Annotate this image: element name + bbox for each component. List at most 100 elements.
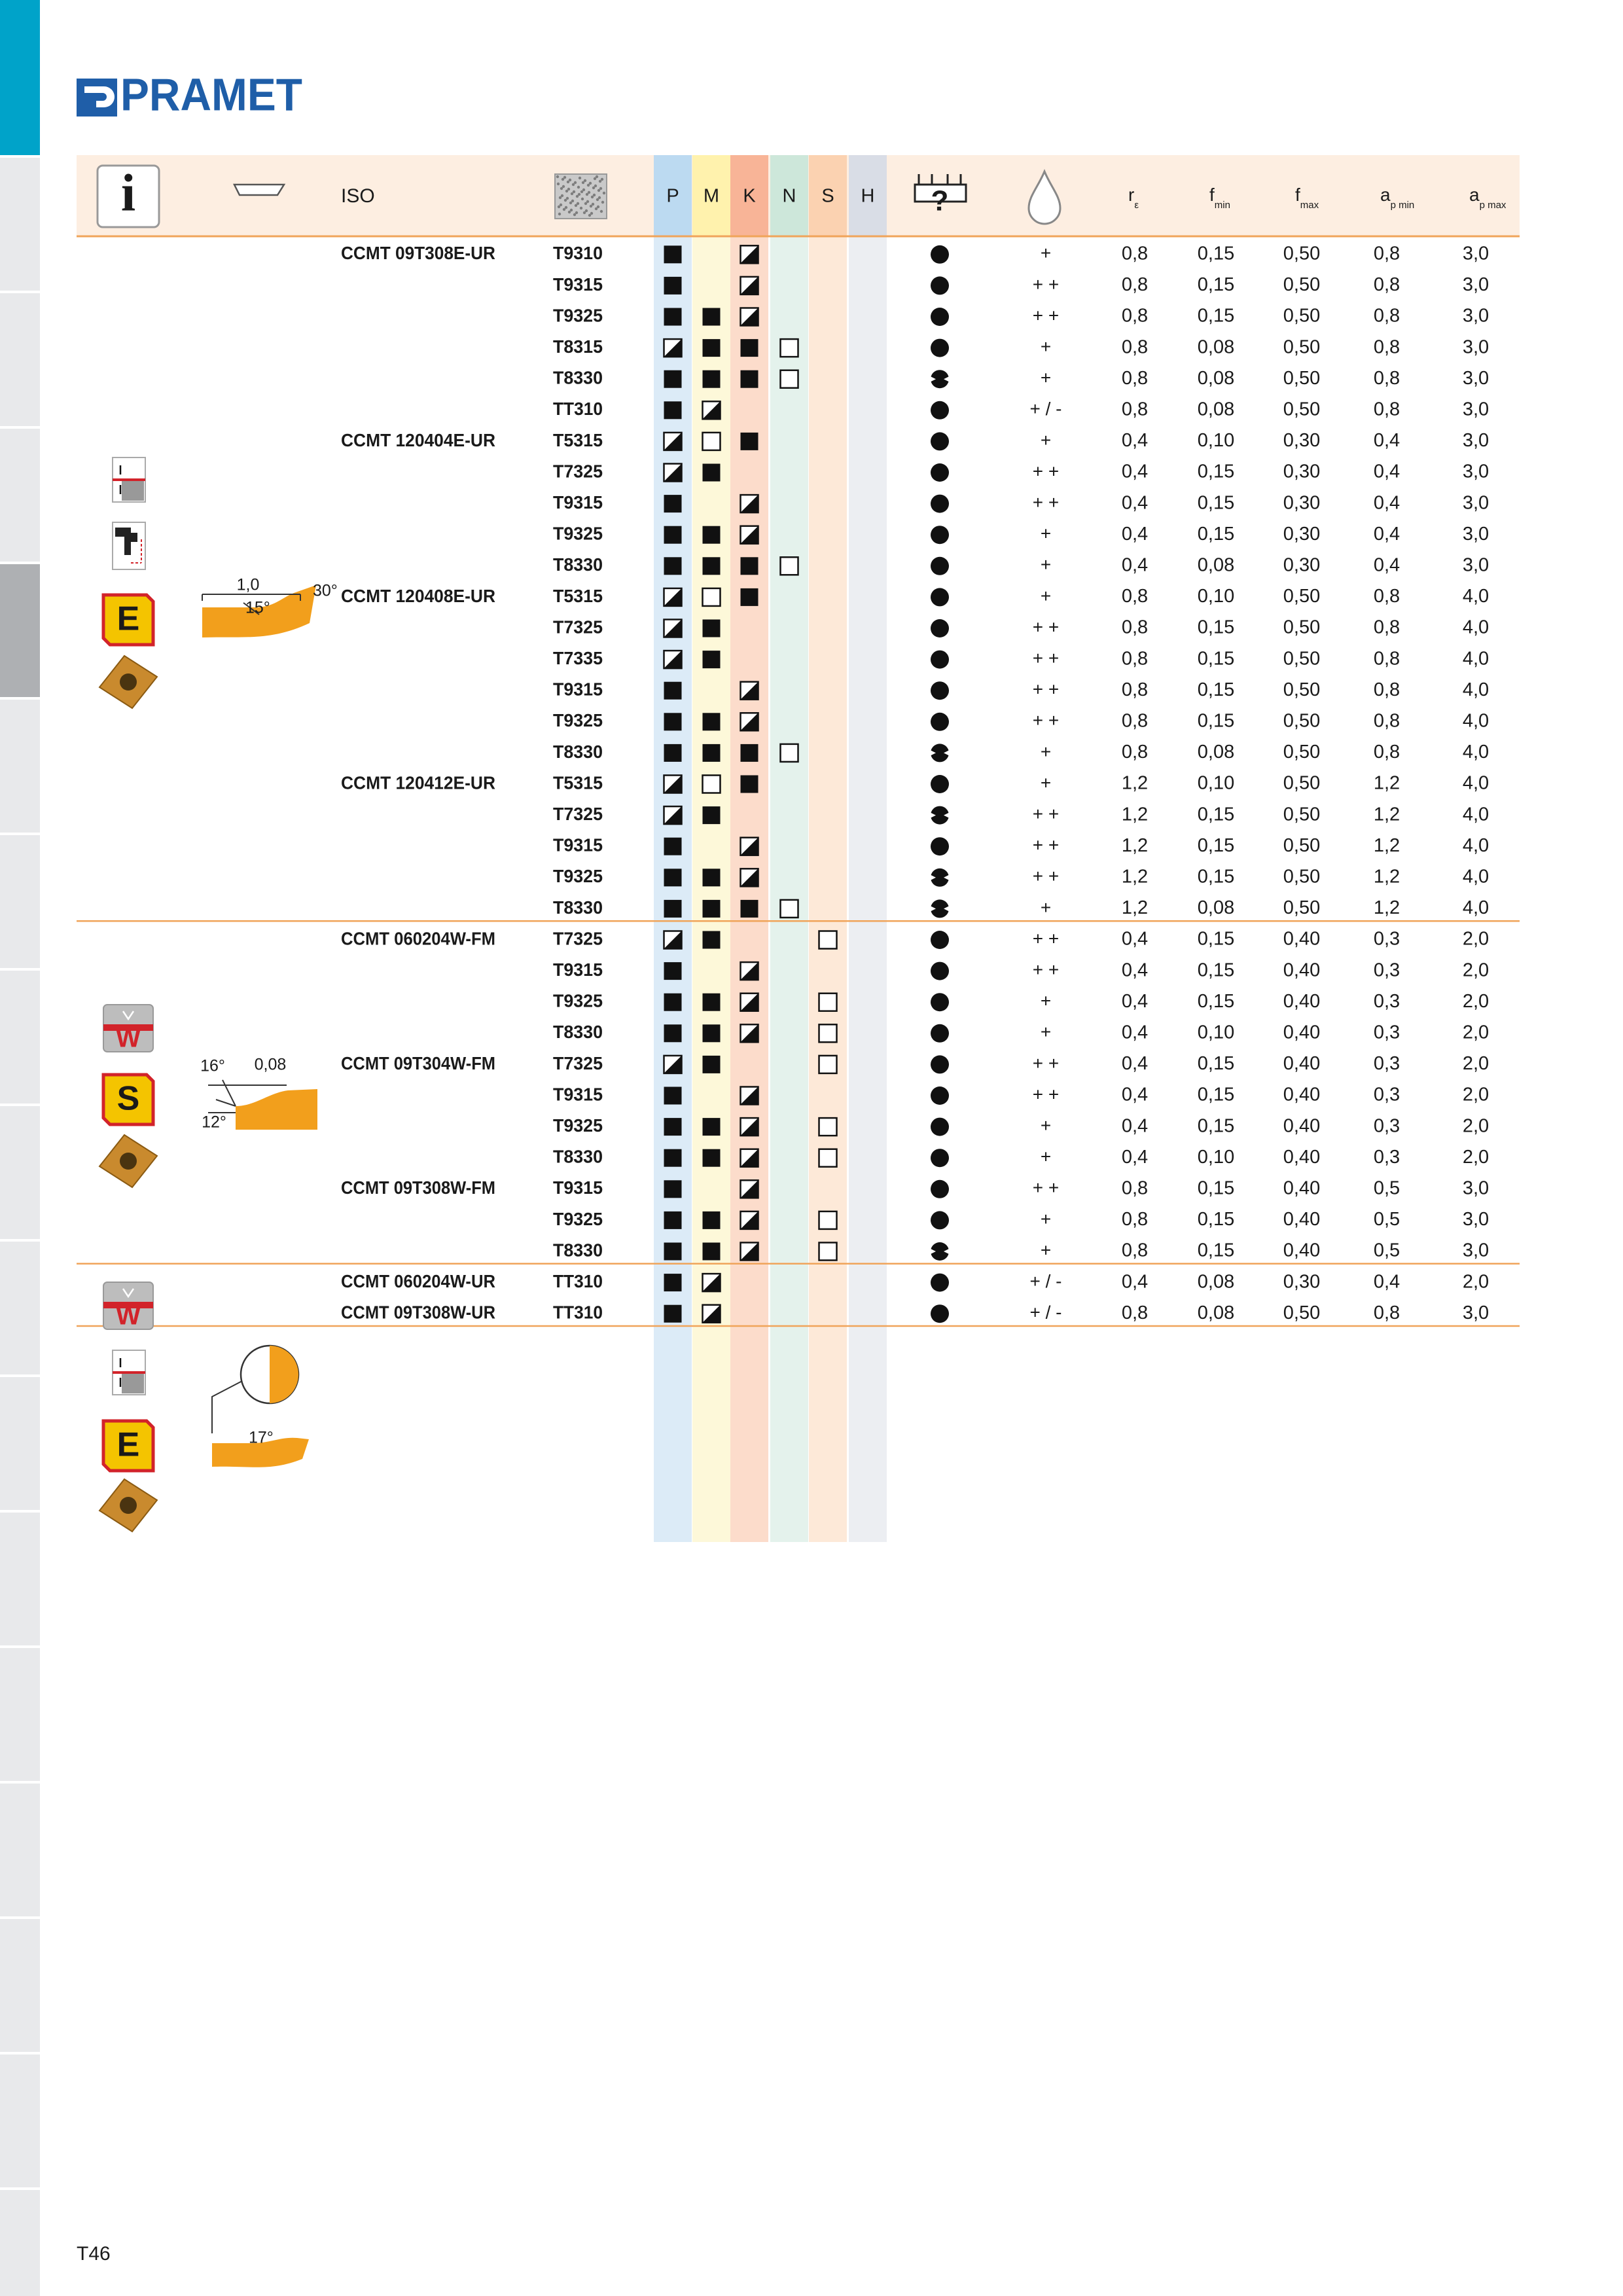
cutting-value: 3,0: [1463, 1209, 1489, 1230]
cutting-value: 0,8: [1122, 1177, 1148, 1198]
geometry-label: 16°: [200, 1057, 225, 1075]
grade-symbol-half: [663, 774, 683, 794]
grade-symbol-full: [702, 339, 721, 357]
half-fill: [740, 276, 758, 295]
cutting-value: 0,30: [1283, 554, 1320, 575]
cutting-value: 0,15: [1198, 617, 1234, 638]
grade-symbol-half: [740, 868, 759, 888]
grade-symbol-empty: [818, 1210, 838, 1230]
coolant: + +: [1033, 1053, 1059, 1073]
grade: T9325: [553, 991, 603, 1011]
grade-symbol-half: [740, 525, 759, 545]
cutting-value: 0,3: [1374, 1022, 1400, 1043]
grade-icon-dot: [569, 208, 573, 212]
stability-round: [931, 931, 949, 949]
stability-icon-mark: ?: [931, 185, 949, 217]
grade-icon-dot: [572, 190, 576, 194]
stability-round: [931, 775, 949, 793]
cutting-value: 0,50: [1283, 617, 1320, 638]
cutting-value: 0,40: [1283, 960, 1320, 980]
cutting-value: 0,8: [1122, 617, 1148, 638]
grade-icon-dot: [581, 181, 585, 185]
grade: TT310: [553, 1271, 603, 1291]
badge: [101, 1419, 155, 1473]
sidebar-tab: [0, 2190, 40, 2296]
grade-icon: [554, 173, 607, 219]
cutting-value: 0,15: [1198, 835, 1234, 856]
half-fill: [664, 651, 682, 669]
cutting-value: 2,0: [1463, 1271, 1489, 1292]
cutting-value: 0,40: [1283, 1177, 1320, 1198]
geometry-2: [236, 1089, 317, 1130]
cutting-value: 0,50: [1283, 866, 1320, 887]
cutting-value: 0,8: [1122, 399, 1148, 420]
cutting-value: 0,50: [1283, 368, 1320, 389]
cutting-value: 0,10: [1198, 773, 1234, 794]
cutting-value: 0,15: [1198, 1085, 1234, 1105]
cutting-value: 0,50: [1283, 336, 1320, 357]
grade-symbol-half: [702, 1272, 721, 1293]
grade-symbol-full: [740, 899, 758, 918]
cutting-value: 4,0: [1463, 773, 1489, 794]
iso-code: CCMT 060204W-UR: [341, 1271, 495, 1291]
cutting-value: 0,30: [1283, 461, 1320, 482]
coolant: +: [1041, 430, 1051, 450]
material-header: [770, 155, 808, 236]
cutting-value: 0,8: [1374, 336, 1400, 357]
stability-round: [931, 1117, 949, 1136]
cutting-value: 0,40: [1283, 1022, 1320, 1043]
cutting-value: 1,2: [1374, 773, 1400, 794]
clamp-notch: [929, 905, 936, 912]
stability-round: [931, 526, 949, 545]
grade-icon-dot: [569, 201, 573, 205]
geometry-3: [212, 1437, 309, 1467]
badge-letter: W: [116, 1302, 141, 1331]
sidebar-tab: [0, 835, 40, 968]
cutting-value: 4,0: [1463, 679, 1489, 700]
half-fill: [664, 806, 682, 825]
geometry-label: 0,08: [255, 1056, 287, 1074]
grade-symbol-full: [664, 401, 682, 420]
grade-icon-dot: [570, 192, 574, 196]
grade-symbol-empty: [779, 743, 799, 763]
badge: [101, 593, 155, 647]
half-fill: [740, 308, 758, 326]
grade-icon-dot: [562, 207, 566, 211]
clamp-body: [931, 370, 949, 389]
grade-icon-dot: [590, 211, 594, 215]
cutting-value: 0,8: [1122, 679, 1148, 700]
cutting-value: 2,0: [1463, 929, 1489, 950]
cutting-value: 0,3: [1374, 1085, 1400, 1105]
cutting-value: 0,15: [1198, 648, 1234, 669]
cutting-value: 0,5: [1374, 1240, 1400, 1261]
coolant: + / -: [1029, 1271, 1061, 1291]
logo-text: PRAMET: [120, 69, 302, 120]
half-fill: [740, 962, 758, 980]
grade-symbol-full: [664, 557, 682, 575]
coolant: + +: [1033, 461, 1059, 481]
grade-icon-dot: [563, 175, 567, 179]
grade: T8330: [553, 554, 603, 575]
half-fill: [740, 526, 758, 544]
grade-symbol-half: [663, 805, 683, 825]
cutting-value: 0,4: [1122, 492, 1148, 513]
grade-symbol-half: [663, 930, 683, 950]
stability-round: [931, 401, 949, 420]
stability-round: [931, 556, 949, 575]
half-fill: [702, 1274, 721, 1292]
cutting-value: 3,0: [1463, 306, 1489, 327]
grade-symbol-full: [664, 308, 682, 326]
insert-icon-hole: [120, 1153, 137, 1170]
stability-round: [931, 837, 949, 856]
grade-icon-dot: [573, 213, 577, 217]
cutting-value: 0,3: [1374, 1147, 1400, 1168]
grade-symbol-half: [740, 992, 759, 1012]
grade-symbol-full: [702, 713, 721, 731]
clamp-notch: [944, 376, 950, 383]
coolant: + +: [1033, 274, 1059, 295]
geometry-label: 15°: [245, 599, 270, 617]
grade-icon-dot: [558, 212, 562, 216]
grade-symbol-half: [740, 276, 759, 296]
cutting-value: 0,4: [1374, 461, 1400, 482]
cutting-value: 4,0: [1463, 866, 1489, 887]
